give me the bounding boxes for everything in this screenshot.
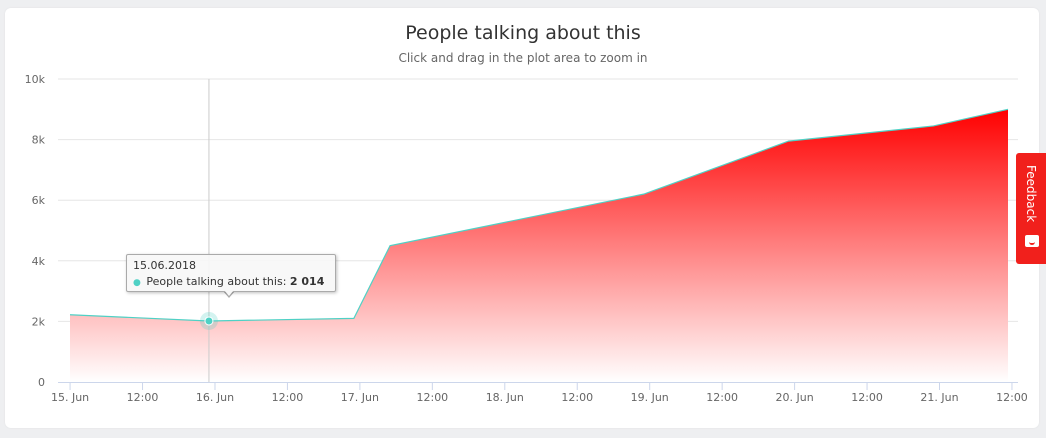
x-tick-label: 12:00 [416,391,448,404]
area-series [69,108,1009,383]
x-tick-label: 12:00 [127,391,159,404]
x-tick-label: 19. Jun [631,391,669,404]
x-tick-label: 17. Jun [341,391,379,404]
tooltip-arrow-inner [224,290,234,296]
x-tick-label: 21. Jun [920,391,958,404]
tooltip-row: ● People talking about this: 2 014 [133,274,329,291]
tooltip: 15.06.2018 ● People talking about this: … [126,254,336,292]
x-tick-label: 12:00 [272,391,304,404]
chart-title: People talking about this [405,22,641,44]
feedback-button[interactable]: Feedback [1016,153,1046,264]
x-tick-label: 20. Jun [776,391,814,404]
x-tick-label: 16. Jun [196,391,234,404]
series-line [69,108,1009,322]
tooltip-value: 2 014 [289,275,325,288]
hover-point [204,316,214,326]
x-tick-label: 12:00 [851,391,883,404]
axes: 0 2k 4k 6k 8k 10k 15. Jun 12:00 16. Jun 12:00 17. … [25,73,1028,404]
tooltip-date: 15.06.2018 [133,259,196,272]
x-tick-label: 12:00 [561,391,593,404]
x-tick-label: 18. Jun [486,391,524,404]
y-tick-label: 0 [38,376,45,389]
feedback-label: Feedback [1024,165,1038,223]
x-tick-label: 15. Jun [51,391,89,404]
chart-subtitle: Click and drag in the plot area to zoom … [398,51,648,65]
x-tick-label: 12:00 [706,391,738,404]
area-fill [70,109,1008,383]
x-tick-label: 12:00 [996,391,1028,404]
feedback-smile-icon [1025,235,1039,247]
y-tick-label: 2k [32,315,46,328]
series-dot-icon: ● [133,278,141,288]
tooltip-series-label: People talking about this: [146,275,287,288]
y-tick-label: 4k [32,255,46,268]
y-tick-label: 10k [25,73,46,86]
hover-marker [199,311,218,330]
y-tick-label: 6k [32,194,46,207]
y-tick-label: 8k [32,134,46,147]
